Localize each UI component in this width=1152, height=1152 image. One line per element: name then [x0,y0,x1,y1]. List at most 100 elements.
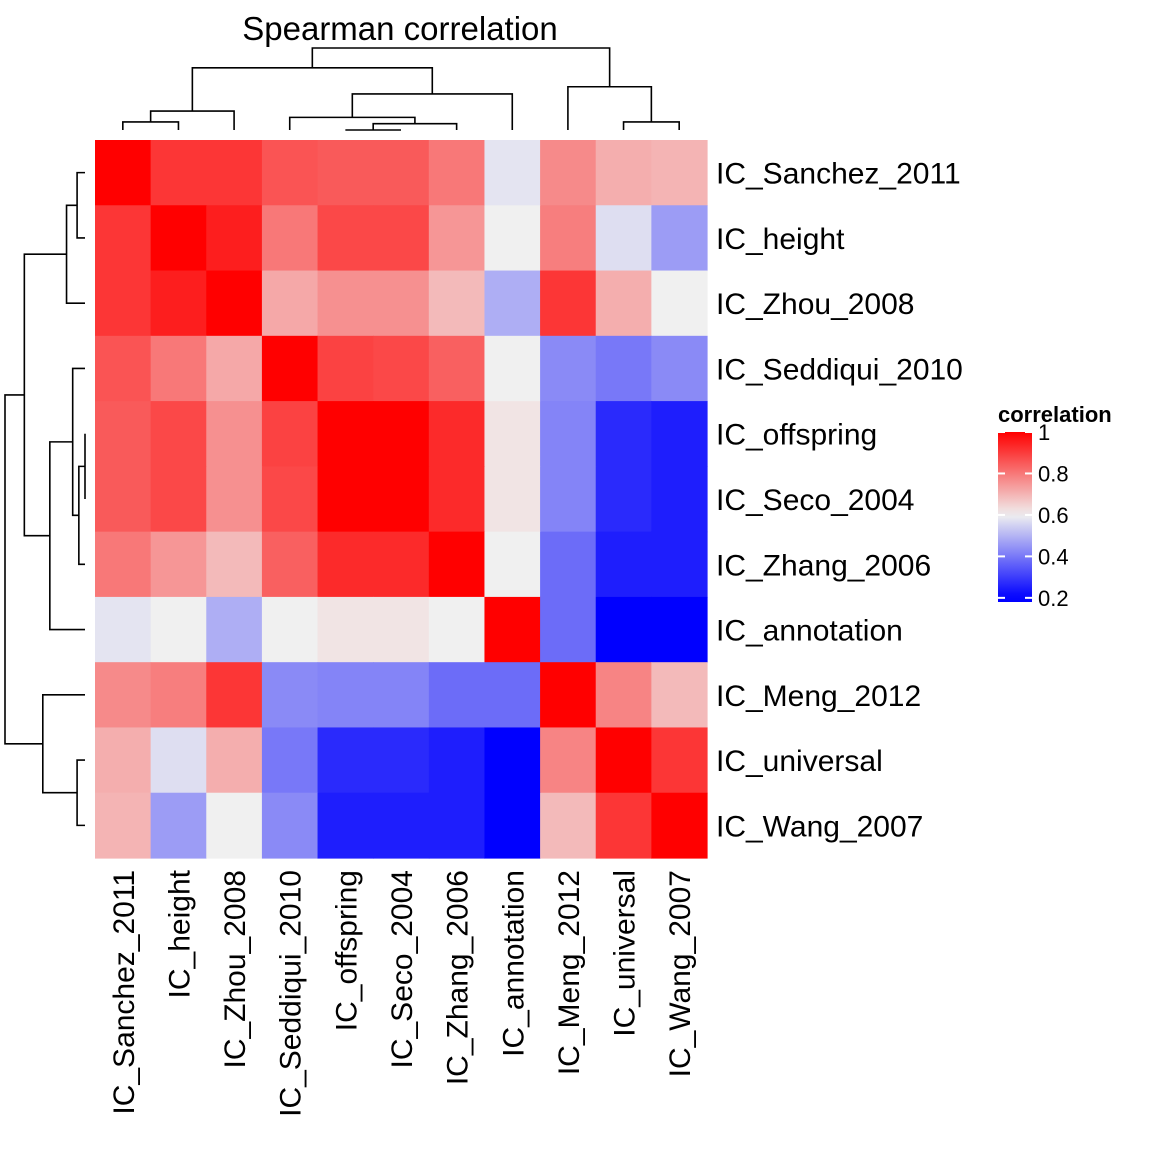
heatmap-cell [484,205,541,272]
heatmap-cell [428,270,486,337]
heatmap-cell [484,727,541,794]
heatmap-cell [261,205,319,272]
heatmap-cell [428,401,486,467]
heatmap-cell [540,401,597,467]
heatmap-cell [540,140,597,206]
heatmap-cell [206,662,263,729]
heatmap-cell [95,205,152,272]
heatmap-cell [540,205,597,272]
heatmap-cell [595,466,652,533]
heatmap-cell [150,140,207,206]
heatmap-cell [317,531,374,598]
legend-title: correlation [998,402,1112,427]
heatmap-cell [317,466,374,533]
heatmap-cell [150,205,207,272]
heatmap-cell [373,727,430,794]
row-label: IC_Zhang_2006 [716,549,931,582]
dendrogram-branch [76,171,85,239]
heatmap-cell [428,727,486,794]
dendrogram-branch [149,110,235,130]
legend-tick-label: 0.4 [1038,544,1069,569]
heatmap-cell [651,727,708,794]
heatmap-cell [261,270,319,337]
row-label: IC_Zhou_2008 [716,288,915,321]
heatmap-cell [261,792,319,859]
chart-title: Spearman correlation [242,10,558,47]
column-label: IC_Seddiqui_2010 [275,870,308,1117]
heatmap-cell [651,140,708,206]
column-label: IC_Seco_2004 [386,870,419,1069]
heatmap-cell [150,531,207,598]
heatmap-cell [484,466,541,533]
heatmap-cell [206,727,263,794]
heatmap-cell [150,727,207,794]
row-label: IC_Wang_2007 [716,810,923,843]
heatmap-cells [95,140,708,859]
column-label: IC_Sanchez_2011 [108,870,141,1115]
dendrogram-branch [4,394,43,745]
legend-tick-label: 1 [1038,420,1050,445]
heatmap-cell [95,662,152,729]
heatmap-cell [595,596,652,663]
heatmap-cell [595,792,652,859]
dendrogram-branch [78,465,85,566]
heatmap-cell [95,401,152,467]
heatmap-cell [373,401,430,467]
legend-tick-label: 0.2 [1038,586,1069,611]
legend-tick-label: 0.6 [1038,503,1069,528]
dendrogram-branch [23,253,67,537]
row-label: IC_offspring [716,419,877,452]
heatmap-cell [206,531,263,598]
column-label: IC_Zhou_2008 [219,870,252,1069]
heatmap-cell [261,662,319,729]
heatmap-cell [540,466,597,533]
heatmap-cell [317,401,374,467]
heatmap-cell [317,727,374,794]
heatmap-cell [261,727,319,794]
dendrogram-branch [42,694,85,794]
heatmap-cell [540,662,597,729]
heatmap-cell [261,140,319,206]
heatmap-cell [428,205,486,272]
heatmap-cell [206,140,263,206]
dendrogram-branch [351,93,514,130]
heatmap-cell [651,270,708,337]
heatmap-cell [484,792,541,859]
heatmap-cell [317,205,374,272]
heatmap-cell [150,792,207,859]
heatmap-cell [95,140,152,206]
row-dendrogram [4,171,86,827]
heatmap-cell [150,270,207,337]
column-label: IC_annotation [497,870,530,1057]
heatmap-cell [651,596,708,663]
heatmap-cell [317,270,374,337]
legend-colorbar [998,432,1032,602]
heatmap-cell [206,401,263,467]
heatmap-cell [150,401,207,467]
legend-tick-label: 0.8 [1038,461,1069,486]
dendrogram-branch [372,122,458,130]
heatmap-cell [373,335,430,402]
heatmap-cell [428,531,486,598]
heatmap-cell [540,531,597,598]
heatmap-cell [595,205,652,272]
row-label: IC_Meng_2012 [716,680,921,713]
heatmap-cell [428,335,486,402]
heatmap-cell [595,140,652,206]
heatmap-cell [317,596,374,663]
color-legend: correlation 1 0.8 0.6 0.4 0.2 [998,402,1112,611]
heatmap-cell [540,596,597,663]
heatmap-cell [484,270,541,337]
dendrogram-branch [288,116,416,130]
heatmap-cell [95,727,152,794]
row-label: IC_Sanchez_2011 [716,158,961,191]
heatmap-cell [373,270,430,337]
row-labels: IC_Sanchez_2011 IC_height IC_Zhou_2008 IC_S… [716,158,963,844]
dendrogram-branch [65,204,85,304]
heatmap-cell [428,140,486,206]
dendrogram-branch [622,121,680,130]
heatmap-cell [206,335,263,402]
dendrogram-branch [76,759,85,827]
heatmap-cell [206,466,263,533]
